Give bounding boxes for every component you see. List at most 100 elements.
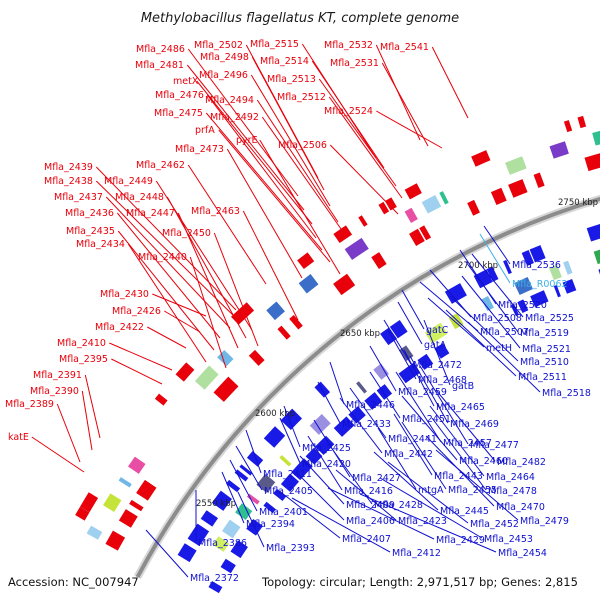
- reverse-gene-label[interactable]: Mfla_2453: [484, 534, 533, 545]
- reverse-gene-label[interactable]: gatB: [452, 381, 474, 392]
- forward-gene-label[interactable]: Mfla_2450: [162, 228, 211, 239]
- forward-gene-label[interactable]: Mfla_2426: [112, 306, 161, 317]
- reverse-gene-label[interactable]: Mfla_2441: [388, 434, 437, 445]
- reverse-gene-label[interactable]: Mfla_2525: [525, 313, 574, 324]
- reverse-gene-label[interactable]: Mfla_2460: [459, 456, 508, 467]
- reverse-gene-label[interactable]: Mfla_2454: [498, 548, 547, 559]
- reverse-gene-label[interactable]: Mfla_2455: [448, 485, 497, 496]
- gene-labels[interactable]: Mfla_2541Mfla_2532Mfla_2531Mfla_2515Mfla…: [5, 39, 591, 584]
- reverse-gene-label[interactable]: Mfla_2442: [384, 449, 433, 460]
- reverse-gene-label[interactable]: Mfla_2518: [542, 388, 591, 399]
- reverse-gene-label[interactable]: Mfla_2423: [398, 516, 447, 527]
- reverse-gene-label[interactable]: Mfla_2470: [496, 502, 545, 513]
- forward-gene-label[interactable]: Mfla_2390: [30, 386, 79, 397]
- forward-gene-label[interactable]: Mfla_2524: [324, 106, 373, 117]
- forward-gene-label[interactable]: Mfla_2496: [199, 70, 248, 81]
- forward-gene-label[interactable]: Mfla_2473: [175, 144, 224, 155]
- reverse-gene-label[interactable]: Mfla_2372: [190, 573, 239, 584]
- forward-gene-label[interactable]: Mfla_2475: [154, 108, 203, 119]
- forward-gene-label[interactable]: Mfla_2513: [267, 74, 316, 85]
- reverse-gene-label[interactable]: metH: [486, 343, 512, 354]
- forward-gene-label[interactable]: Mfla_2449: [104, 176, 153, 187]
- forward-gene-label[interactable]: Mfla_2395: [59, 354, 108, 365]
- forward-gene-label[interactable]: Mfla_2410: [57, 338, 106, 349]
- forward-gene-label[interactable]: katE: [8, 432, 29, 443]
- reverse-gene-label[interactable]: Mfla_2457: [443, 438, 492, 449]
- forward-gene-label[interactable]: Mfla_2532: [324, 40, 373, 51]
- reverse-gene-label[interactable]: Mfla_2478: [488, 486, 537, 497]
- forward-gene-label[interactable]: prfA: [195, 125, 215, 136]
- reverse-gene-label[interactable]: Mfla_2386: [198, 538, 247, 549]
- forward-gene-label[interactable]: Mfla_2512: [277, 92, 326, 103]
- forward-gene-label[interactable]: Mfla_2440: [138, 252, 187, 263]
- forward-gene-label[interactable]: Mfla_2541: [380, 42, 429, 53]
- reverse-gene-label[interactable]: Mfla_2428: [374, 500, 423, 511]
- reverse-gene-label[interactable]: Mfla_2472: [413, 360, 462, 371]
- reverse-gene-label[interactable]: Mfla_2445: [440, 506, 489, 517]
- forward-gene-label[interactable]: Mfla_2486: [136, 44, 185, 55]
- reverse-gene-label[interactable]: Mfla_2519: [520, 328, 569, 339]
- forward-gene-label[interactable]: Mfla_2447: [126, 208, 175, 219]
- forward-gene-label[interactable]: Mfla_2389: [5, 399, 54, 410]
- forward-gene-label[interactable]: Mfla_2502: [194, 40, 243, 51]
- forward-gene-label[interactable]: Mfla_2494: [205, 95, 254, 106]
- reverse-gene-label[interactable]: Mfla_2521: [522, 344, 571, 355]
- forward-gene-label[interactable]: Mfla_2531: [330, 58, 379, 69]
- forward-gene-label[interactable]: Mfla_2438: [44, 176, 93, 187]
- reverse-gene-label[interactable]: mtgA: [418, 485, 444, 496]
- forward-gene-label[interactable]: Mfla_2437: [54, 192, 103, 203]
- forward-gene-label[interactable]: Mfla_2463: [191, 206, 240, 217]
- reverse-gene-label[interactable]: Mfla_2465: [436, 402, 485, 413]
- forward-gene-label[interactable]: Mfla_2514: [260, 56, 309, 67]
- reverse-gene-label[interactable]: Mfla_2401: [259, 507, 308, 518]
- reverse-gene-label[interactable]: Mfla_2405: [264, 486, 313, 497]
- forward-gene-label[interactable]: Mfla_2430: [100, 289, 149, 300]
- reverse-gene-label[interactable]: Mfla_2452: [470, 519, 519, 530]
- forward-gene-label[interactable]: Mfla_2476: [155, 90, 204, 101]
- forward-gene-label[interactable]: Mfla_2439: [44, 162, 93, 173]
- forward-gene-label[interactable]: Mfla_2462: [136, 160, 185, 171]
- reverse-gene-label[interactable]: Mfla_2411: [263, 469, 312, 480]
- reverse-gene-label[interactable]: Mfla_2511: [518, 372, 567, 383]
- reverse-gene-label[interactable]: Mfla_2406: [346, 516, 395, 527]
- reverse-gene-label[interactable]: Mfla_2446: [346, 400, 395, 411]
- forward-gene-label[interactable]: Mfla_2434: [76, 239, 125, 250]
- reverse-gene-label[interactable]: Mfla_2427: [352, 473, 401, 484]
- reverse-gene-label[interactable]: Mfla_2468: [418, 375, 467, 386]
- reverse-gene-label[interactable]: Mfla_2443: [434, 471, 483, 482]
- forward-gene-label[interactable]: Mfla_2436: [65, 208, 114, 219]
- reverse-gene-label[interactable]: Mfla_2469: [450, 419, 499, 430]
- reverse-gene-label[interactable]: Mfla_2507: [480, 327, 529, 338]
- reverse-gene-label[interactable]: Mfla_2425: [302, 443, 351, 454]
- forward-gene-label[interactable]: Mfla_2481: [135, 60, 184, 71]
- reverse-gene-label[interactable]: Mfla_2407: [342, 534, 391, 545]
- reverse-gene-label[interactable]: Mfla_2420: [302, 459, 351, 470]
- reverse-gene-label[interactable]: Mfla_2433: [342, 419, 391, 430]
- reverse-gene-label[interactable]: Mfla_2459: [398, 387, 447, 398]
- reverse-gene-label[interactable]: Mfla_2412: [392, 548, 441, 559]
- reverse-gene-label[interactable]: Mfla_2416: [344, 486, 393, 497]
- forward-gene-label[interactable]: Mfla_2422: [95, 322, 144, 333]
- forward-gene-label[interactable]: pyrE: [236, 135, 258, 146]
- reverse-gene-label[interactable]: Mfla_2477: [470, 440, 519, 451]
- reverse-gene-label[interactable]: Mfla_2508: [473, 313, 522, 324]
- reverse-gene-label[interactable]: gatA: [424, 340, 447, 351]
- rna-gene-label[interactable]: Mfla_R0062: [512, 279, 568, 290]
- forward-gene-label[interactable]: Mfla_2506: [278, 140, 327, 151]
- forward-gene-label[interactable]: Mfla_2391: [33, 370, 82, 381]
- reverse-gene-label[interactable]: Mfla_2393: [266, 543, 315, 554]
- reverse-gene-label[interactable]: Mfla_2429: [436, 535, 485, 546]
- forward-gene-label[interactable]: metX: [173, 76, 199, 87]
- forward-gene-label[interactable]: Mfla_2498: [200, 52, 249, 63]
- reverse-gene-label[interactable]: gatC: [426, 325, 449, 336]
- reverse-gene-label[interactable]: Mfla_2520: [498, 300, 547, 311]
- reverse-gene-label[interactable]: Mfla_2536: [512, 260, 561, 271]
- forward-gene-label[interactable]: Mfla_2515: [250, 39, 299, 50]
- forward-gene-label[interactable]: Mfla_2435: [66, 226, 115, 237]
- reverse-gene-label[interactable]: Mfla_2510: [520, 357, 569, 368]
- reverse-gene-label[interactable]: Mfla_2394: [246, 519, 295, 530]
- reverse-gene-label[interactable]: Mfla_2479: [520, 516, 569, 527]
- reverse-gene-label[interactable]: Mfla_2464: [486, 472, 535, 483]
- forward-gene-label[interactable]: Mfla_2492: [210, 112, 259, 123]
- forward-gene-label[interactable]: Mfla_2448: [115, 192, 164, 203]
